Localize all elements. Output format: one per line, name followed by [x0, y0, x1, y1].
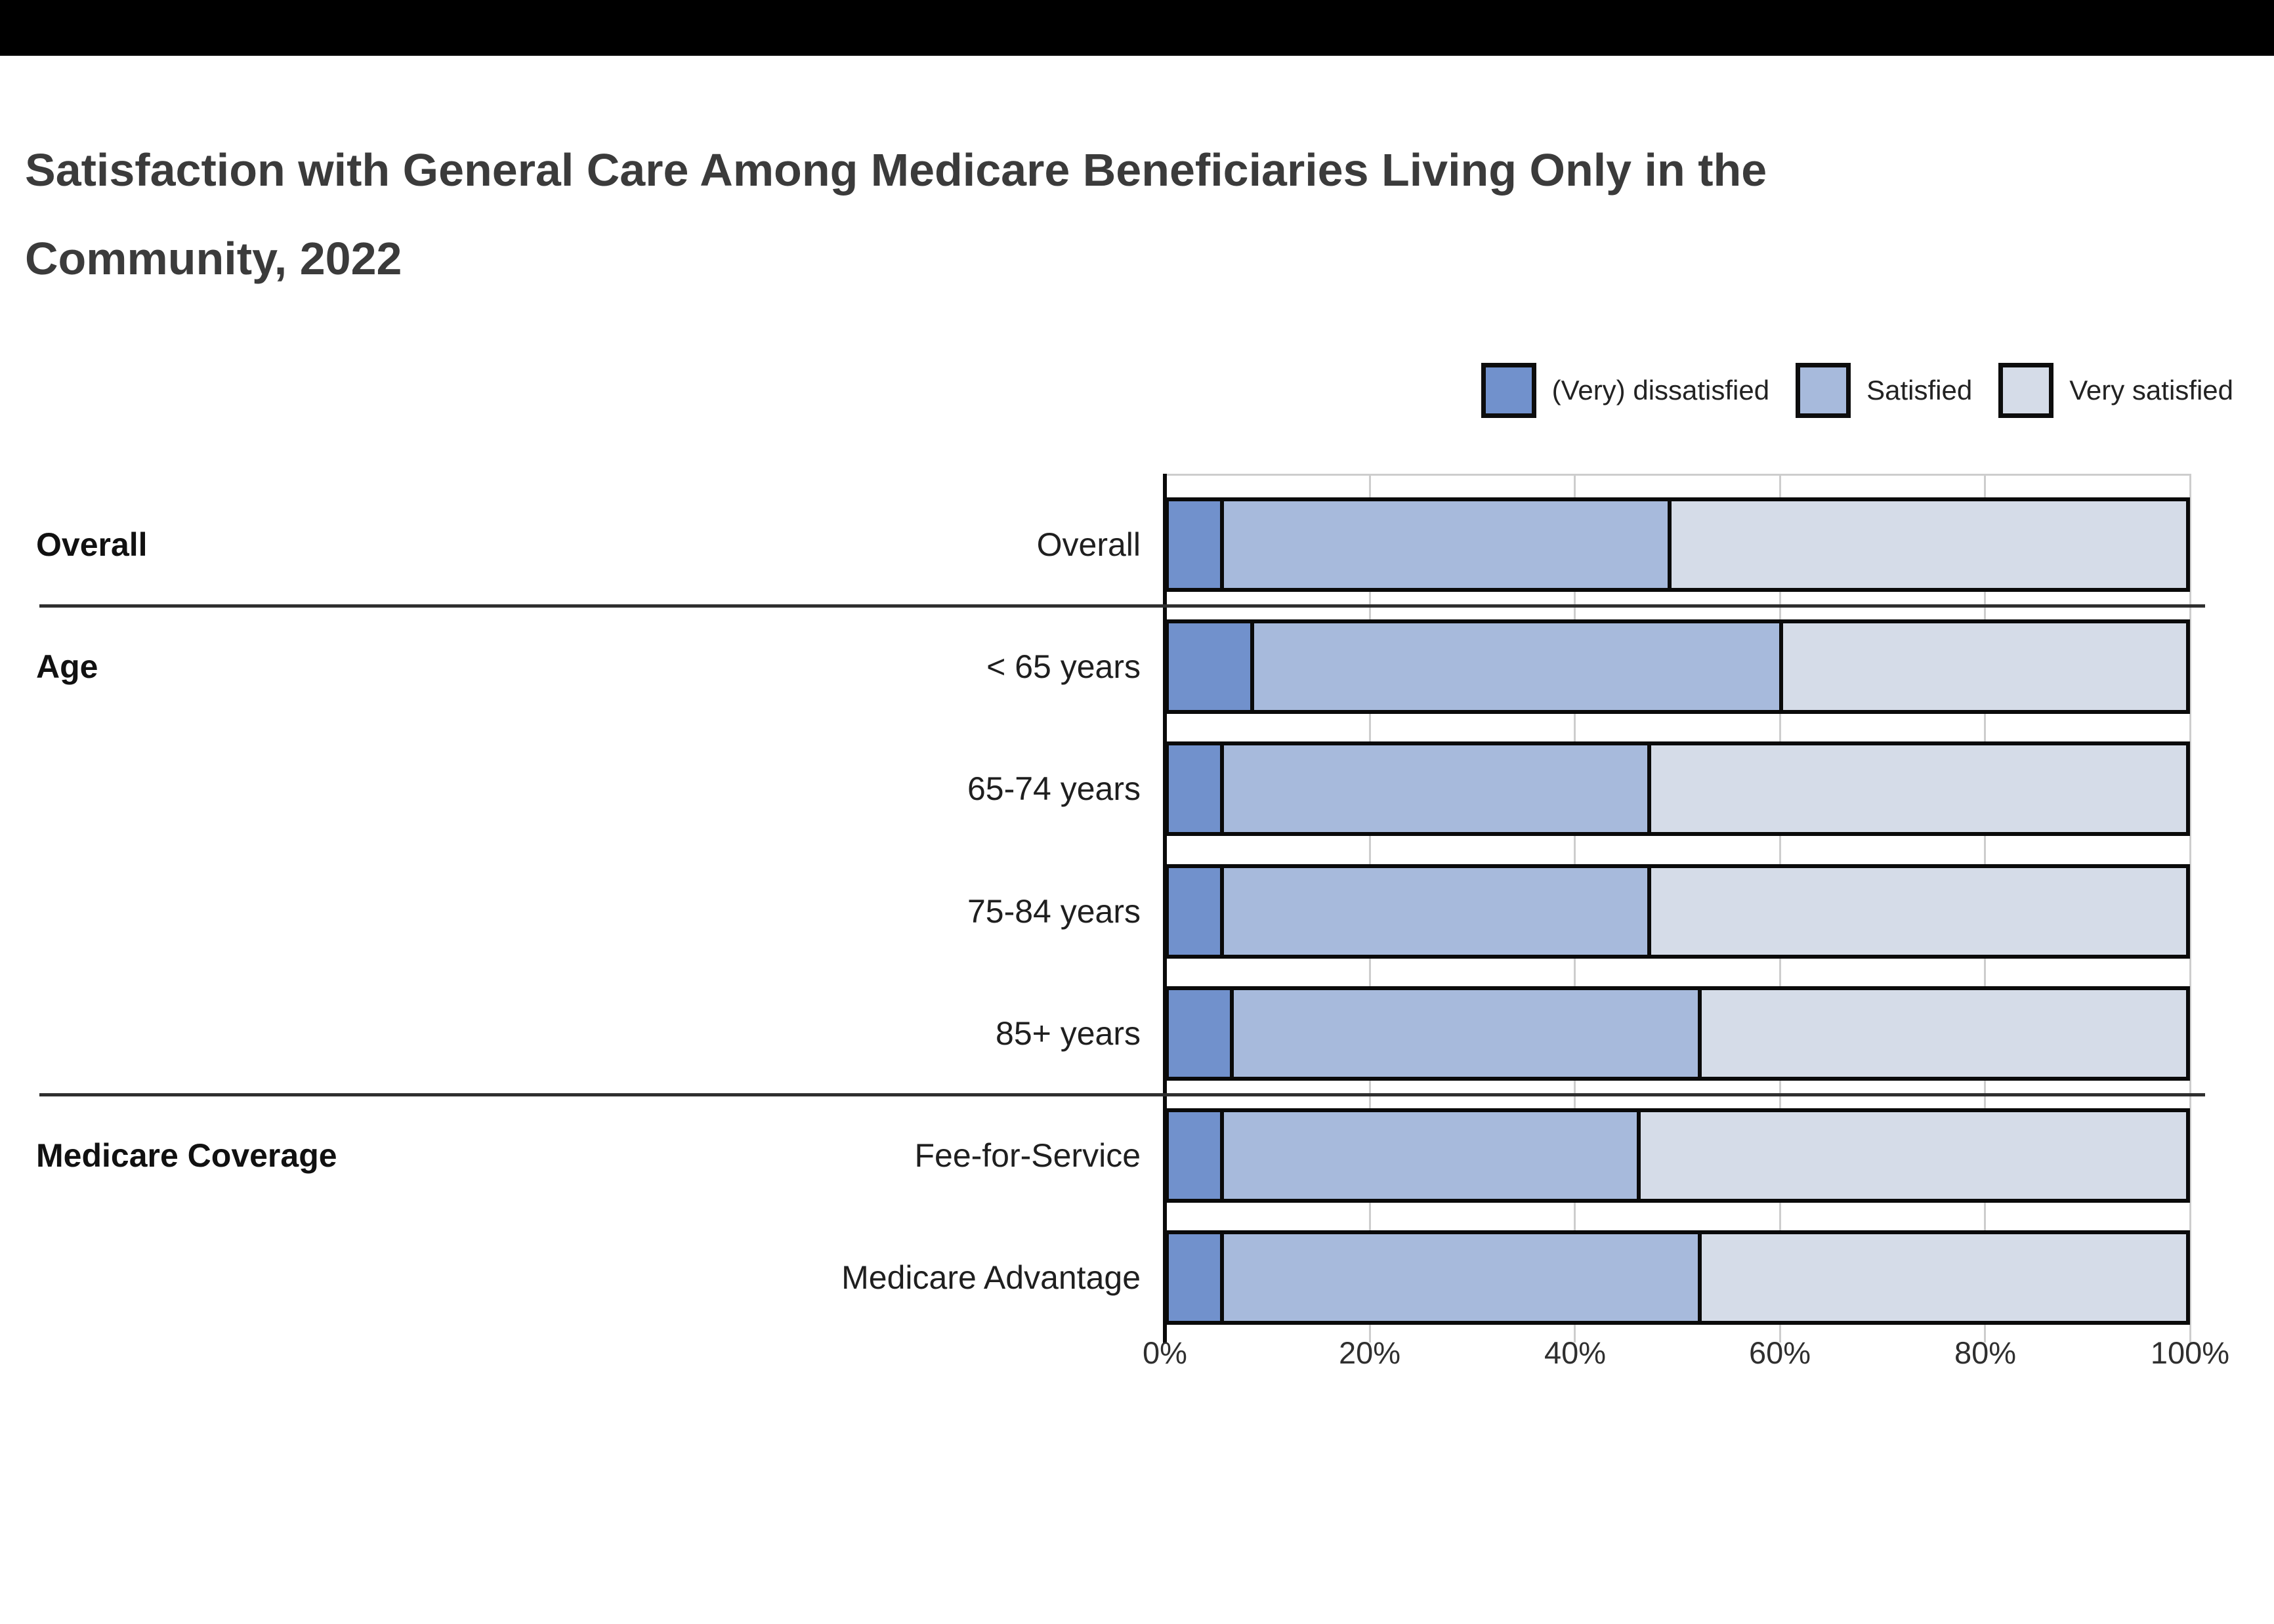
top-black-bar	[0, 0, 2274, 56]
x-tick-40	[1574, 1325, 1576, 1343]
group-label-age: Age	[36, 648, 98, 685]
segment-medicare-advantage-very-satisfied	[1698, 1234, 2186, 1321]
bar-75-84-years	[1165, 864, 2190, 959]
segment-fee-for-service-very-satisfied	[1637, 1112, 2186, 1199]
segment-75-84-years-satisfied	[1219, 868, 1647, 955]
gridline-100	[2189, 474, 2191, 1325]
legend-label-satisfied: Satisfied	[1866, 375, 1973, 406]
legend-label-very-dissatisfied: (Very) dissatisfied	[1551, 375, 1770, 406]
x-tick-label-0: 0%	[1143, 1335, 1187, 1370]
segment-85-years-very-satisfied	[1698, 990, 2186, 1077]
group-separator-1	[39, 604, 2205, 608]
legend-swatch-satisfied	[1796, 363, 1851, 418]
legend-item-very-satisfied: Very satisfied	[1998, 363, 2233, 418]
segment-overall-very-satisfied	[1667, 501, 2186, 588]
chart-title-line-1: Satisfaction with General Care Among Med…	[25, 144, 1767, 196]
bar-65-74-years	[1165, 741, 2190, 836]
bar-medicare-advantage	[1165, 1230, 2190, 1325]
x-tick-label-20: 20%	[1338, 1335, 1401, 1370]
legend-label-very-satisfied: Very satisfied	[2069, 375, 2233, 406]
row-label-fee-for-service: Fee-for-Service	[914, 1137, 1141, 1174]
chart-title: Satisfaction with General Care Among Med…	[25, 126, 2256, 303]
segment-65-years-very-dissatisfied	[1169, 623, 1250, 710]
x-tick-80	[1984, 1325, 1986, 1343]
segment-overall-very-dissatisfied	[1169, 501, 1220, 588]
legend-swatch-very-dissatisfied	[1481, 363, 1536, 418]
segment-medicare-advantage-satisfied	[1219, 1234, 1698, 1321]
legend-item-satisfied: Satisfied	[1796, 363, 1972, 418]
row-label-85-years: 85+ years	[996, 1015, 1141, 1052]
x-tick-60	[1779, 1325, 1781, 1343]
segment-85-years-very-dissatisfied	[1169, 990, 1230, 1077]
row-label-medicare-advantage: Medicare Advantage	[841, 1259, 1141, 1296]
plot-top-border	[1165, 474, 2190, 476]
row-label-overall: Overall	[1036, 526, 1141, 563]
x-tick-label-80: 80%	[1954, 1335, 2017, 1370]
segment-fee-for-service-very-dissatisfied	[1169, 1112, 1220, 1199]
segment-65-74-years-satisfied	[1219, 745, 1647, 832]
legend: (Very) dissatisfied Satisfied Very satisfi…	[1481, 362, 2233, 419]
legend-item-very-dissatisfied: (Very) dissatisfied	[1481, 363, 1769, 418]
row-label-65-years: < 65 years	[986, 648, 1141, 685]
group-label-medicare-coverage: Medicare Coverage	[36, 1137, 337, 1174]
segment-65-years-very-satisfied	[1779, 623, 2186, 710]
segment-65-74-years-very-dissatisfied	[1169, 745, 1220, 832]
bar-overall	[1165, 497, 2190, 592]
segment-85-years-satisfied	[1230, 990, 1698, 1077]
bar-85-years	[1165, 986, 2190, 1081]
x-tick-20	[1369, 1325, 1371, 1343]
group-label-overall: Overall	[36, 526, 148, 563]
group-separator-2	[39, 1093, 2205, 1096]
row-label-75-84-years: 75-84 years	[967, 893, 1141, 930]
bar-fee-for-service	[1165, 1108, 2190, 1203]
x-tick-100	[2189, 1325, 2191, 1343]
x-tick-label-60: 60%	[1748, 1335, 1811, 1370]
segment-65-74-years-very-satisfied	[1647, 745, 2186, 832]
segment-65-years-satisfied	[1250, 623, 1779, 710]
segment-75-84-years-very-satisfied	[1647, 868, 2186, 955]
segment-overall-satisfied	[1219, 501, 1668, 588]
segment-75-84-years-very-dissatisfied	[1169, 868, 1220, 955]
legend-swatch-very-satisfied	[1998, 363, 2054, 418]
segment-fee-for-service-satisfied	[1219, 1112, 1637, 1199]
x-tick-label-100: 100%	[2150, 1335, 2230, 1370]
bar-65-years	[1165, 619, 2190, 714]
row-label-65-74-years: 65-74 years	[967, 770, 1141, 807]
segment-medicare-advantage-very-dissatisfied	[1169, 1234, 1220, 1321]
x-tick-label-40: 40%	[1544, 1335, 1607, 1370]
chart-title-line-2: Community, 2022	[25, 233, 402, 284]
